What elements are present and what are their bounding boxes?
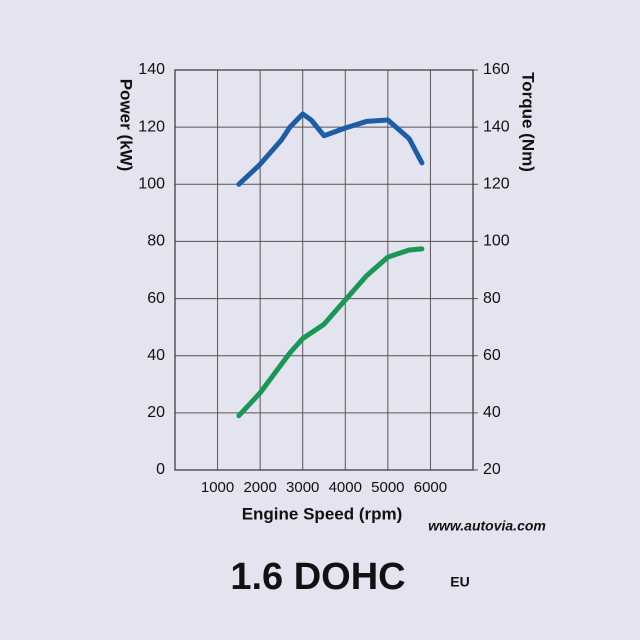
y2-tick-label: 60 [483,347,501,364]
y2-tick-label: 120 [483,176,510,193]
y-tick-label: 120 [138,118,165,135]
y-tick-label: 0 [156,461,165,478]
plot-frame [174,69,474,471]
x-tick-label: 2000 [243,479,276,496]
y-tick-label: 80 [147,233,165,250]
y2-axis-label: Torque (Nm) [519,72,538,172]
y2-tick-label: 100 [483,233,510,250]
x-tick-label: 3000 [286,479,319,496]
source: www.autovia.com [428,518,546,534]
y2-tick-label: 20 [483,461,501,478]
x-tick-label: 5000 [371,479,404,496]
x-tick-label: 1000 [201,479,234,496]
y-tick-label: 20 [147,404,165,421]
subtitle: EU [450,574,469,590]
y2-tick-label: 140 [483,118,510,135]
chart-title: 1.6 DOHC [230,556,405,598]
x-tick-label: 4000 [329,479,362,496]
y-tick-label: 40 [147,347,165,364]
series-line [236,246,425,419]
y2-tick-label: 80 [483,290,501,307]
x-tick-label: 6000 [414,479,447,496]
y-tick-label: 100 [138,176,165,193]
y2-tick-label: 40 [483,404,501,421]
y2-tick-label: 160 [483,61,510,78]
y-axis-label: Power (kW) [117,79,136,172]
x-axis-label: Engine Speed (rpm) [242,504,403,523]
y-tick-label: 60 [147,290,165,307]
series-line [236,111,425,187]
y-tick-label: 140 [138,61,165,78]
